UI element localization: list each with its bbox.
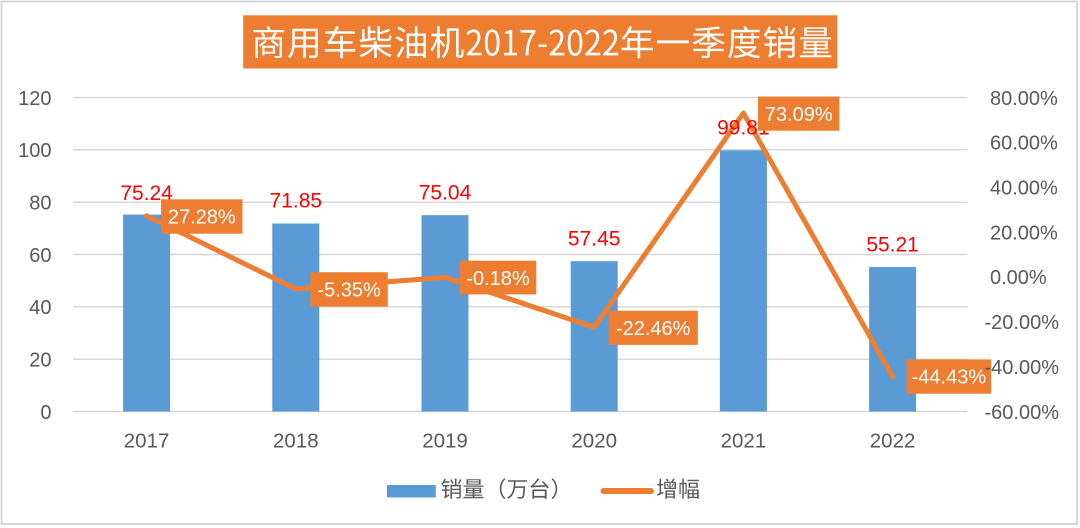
svg-text:-44.43%: -44.43% (912, 367, 987, 389)
svg-text:-0.18%: -0.18% (466, 268, 530, 290)
svg-text:80.00%: 80.00% (990, 88, 1058, 110)
svg-text:0: 0 (40, 402, 51, 424)
svg-text:75.04: 75.04 (419, 182, 472, 205)
svg-text:-5.35%: -5.35% (317, 280, 381, 302)
svg-text:100: 100 (18, 140, 51, 162)
svg-text:20: 20 (29, 349, 51, 371)
svg-text:27.28%: 27.28% (168, 207, 236, 229)
svg-text:57.45: 57.45 (568, 227, 621, 250)
svg-text:2017: 2017 (124, 430, 170, 453)
svg-text:-22.46%: -22.46% (616, 318, 691, 340)
svg-text:60: 60 (29, 245, 51, 267)
svg-text:75.24: 75.24 (120, 182, 173, 205)
svg-text:2020: 2020 (571, 430, 617, 453)
svg-text:-60.00%: -60.00% (985, 402, 1060, 424)
svg-text:73.09%: 73.09% (765, 104, 833, 126)
svg-text:2022: 2022 (870, 430, 916, 453)
svg-text:2021: 2021 (721, 430, 767, 453)
svg-text:-40.00%: -40.00% (985, 357, 1060, 379)
svg-text:0.00%: 0.00% (990, 267, 1047, 289)
svg-text:2018: 2018 (273, 430, 319, 453)
svg-text:55.21: 55.21 (866, 233, 919, 256)
svg-text:80: 80 (29, 192, 51, 214)
svg-text:99.81: 99.81 (717, 116, 770, 139)
svg-text:-20.00%: -20.00% (985, 312, 1060, 334)
svg-text:40: 40 (29, 297, 51, 319)
svg-text:2019: 2019 (422, 430, 468, 453)
svg-text:60.00%: 60.00% (990, 133, 1058, 155)
svg-text:71.85: 71.85 (270, 190, 323, 213)
svg-text:120: 120 (18, 88, 51, 110)
svg-text:20.00%: 20.00% (990, 222, 1058, 244)
svg-text:40.00%: 40.00% (990, 178, 1058, 200)
